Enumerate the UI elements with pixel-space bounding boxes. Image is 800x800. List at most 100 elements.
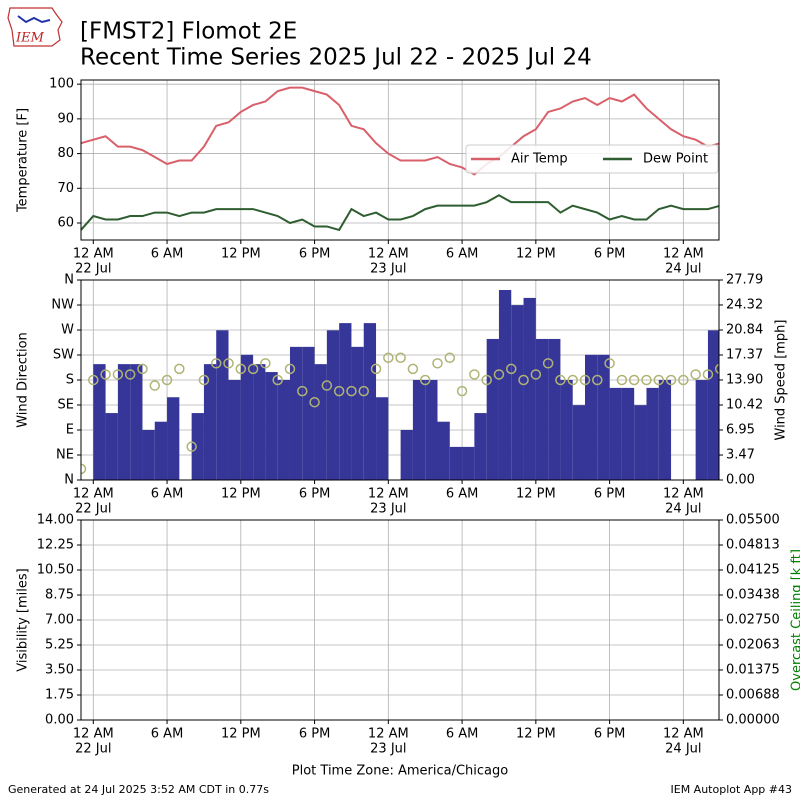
y-tick-label: N [64, 273, 74, 288]
bar [154, 421, 168, 480]
point [149, 380, 161, 391]
point [690, 369, 701, 380]
y2-tick-label: 0.03438 [726, 588, 780, 603]
x-tick-label: 12 AM [73, 487, 114, 502]
point [567, 374, 578, 386]
bar [253, 364, 266, 480]
point [186, 441, 197, 452]
point [161, 374, 173, 386]
point [395, 352, 406, 364]
x-tick-label: 12 AM [663, 487, 704, 502]
y2-tick-label: 0.01375 [726, 663, 780, 678]
point [309, 396, 320, 408]
bar [498, 290, 512, 480]
point [137, 363, 148, 375]
x-tick-label: 12 AM [663, 247, 704, 262]
y-tick-label: E [66, 423, 74, 438]
x-tick-label: 12 AM [73, 247, 114, 262]
x-tick-label: 6 PM [299, 247, 330, 262]
x-tick-label: 6 AM [151, 487, 184, 502]
x-tick-label: 12 PM [221, 247, 261, 262]
bar [326, 330, 340, 480]
x-tick-label: 12 PM [221, 727, 261, 742]
y2-tick-label: 0.00688 [726, 688, 780, 703]
bar [449, 446, 463, 480]
legend-box [465, 144, 719, 174]
point [321, 380, 333, 391]
y-tick-label: 1.75 [45, 688, 74, 703]
point [210, 358, 222, 369]
line-series [81, 194, 719, 232]
y2-tick-label: 0.02750 [726, 613, 780, 628]
bar [203, 364, 217, 480]
bar [462, 446, 475, 480]
y2-tick-label: 0.05500 [726, 513, 780, 528]
bar [105, 413, 118, 480]
point [616, 374, 628, 386]
bar [216, 330, 229, 480]
point [235, 363, 247, 375]
legend: Air Temp Dew Point [465, 144, 719, 174]
point [112, 369, 124, 380]
bar [560, 379, 573, 480]
bar [474, 413, 487, 480]
legend-label: Air Temp [511, 152, 568, 167]
x-tick-label: 12 PM [516, 727, 556, 742]
point [81, 463, 87, 475]
point [88, 374, 99, 386]
y-tick-label: 8.75 [45, 588, 74, 603]
point [653, 374, 665, 386]
y-tick-label: 90 [57, 111, 74, 126]
logo-line [17, 15, 51, 24]
bar [486, 338, 499, 480]
x-tick-label: 6 PM [594, 247, 625, 262]
bar [511, 305, 524, 480]
bar [191, 413, 204, 480]
y2-tick-label: 6.95 [726, 422, 755, 437]
bar [597, 354, 610, 480]
bar [634, 405, 647, 480]
point [518, 374, 529, 386]
bar [400, 429, 413, 480]
point [456, 385, 468, 397]
axes-frame [80, 519, 720, 721]
point [678, 374, 689, 386]
bar [535, 338, 549, 480]
x-tick-label: 6 AM [151, 247, 184, 262]
bar [302, 346, 315, 480]
x-tick-label: 6 AM [446, 487, 479, 502]
chart-title: [FMST2] Flomot 2E [80, 19, 297, 45]
point [247, 363, 259, 375]
bar [228, 379, 241, 480]
plot-area [81, 86, 719, 232]
x-tick-label: 12 PM [516, 247, 556, 262]
bar [339, 323, 352, 480]
y-tick-label: W [61, 323, 74, 338]
y-tick-label: 10.50 [37, 563, 74, 578]
bar [646, 387, 659, 480]
point [272, 374, 283, 386]
point [419, 374, 431, 386]
panel: 12 AM 6 AM 12 PM 6 PM 12 AM 6 AM 12 PM 6 PM 12 A… [16, 77, 720, 277]
bar [142, 429, 155, 480]
x-tick-label: 6 AM [446, 247, 479, 262]
x-tick-label: 12 AM [663, 727, 704, 742]
point [641, 374, 652, 386]
chart-subtitle: Recent Time Series 2025 Jul 22 - 2025 Ju… [80, 45, 592, 71]
y-axis-label: Wind Direction [16, 332, 31, 428]
y2-tick-label: 0.02063 [726, 638, 780, 653]
panel: 12 AM 6 AM 12 PM 6 PM 12 AM 6 AM 12 PM 6 PM 12 A… [16, 273, 789, 517]
point [542, 358, 554, 369]
y-tick-label: 60 [57, 215, 74, 230]
point [506, 363, 517, 375]
y2-tick-label: 0.00 [726, 473, 755, 488]
x-tick-label: 6 PM [299, 487, 330, 502]
y-tick-label: 5.25 [45, 638, 74, 653]
bar [363, 323, 377, 480]
point [333, 385, 345, 397]
point [530, 369, 542, 380]
bar [412, 379, 426, 480]
bar [437, 421, 450, 480]
x-date-label: 24 Jul [665, 742, 701, 757]
